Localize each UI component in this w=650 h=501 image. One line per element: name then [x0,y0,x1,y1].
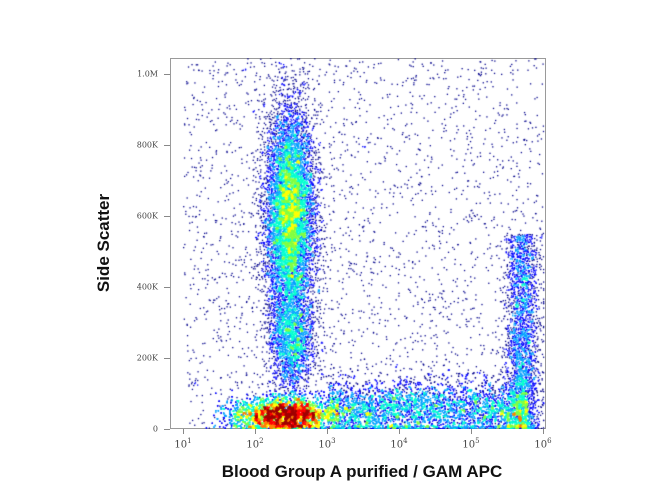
y-tick [164,429,170,430]
y-tick-label: 800K [136,140,158,150]
y-tick-label: 600K [136,211,158,221]
x-tick-label: 103 [318,437,336,451]
y-tick [164,358,170,359]
x-tick [327,429,328,434]
x-tick [399,429,400,434]
x-tick-label: 105 [462,437,480,451]
density-scatter-points [170,58,546,429]
x-axis-label: Blood Group A purified / GAM APC [221,462,503,481]
x-tick-label: 106 [534,437,552,451]
y-tick [164,216,170,217]
x-tick [183,429,184,434]
y-tick-label: 400K [136,282,158,292]
x-tick [543,429,544,434]
y-tick-label: 1.0M [137,69,158,79]
y-tick-label: 200K [136,353,158,363]
x-tick-label: 104 [390,437,408,451]
y-axis-label: Side Scatter [94,193,113,293]
x-tick [471,429,472,434]
y-tick [164,287,170,288]
y-tick [164,145,170,146]
y-tick [164,74,170,75]
x-tick [255,429,256,434]
x-tick-label: 101 [174,437,192,451]
y-tick-label: 0 [152,424,158,434]
x-tick-label: 102 [246,437,264,451]
